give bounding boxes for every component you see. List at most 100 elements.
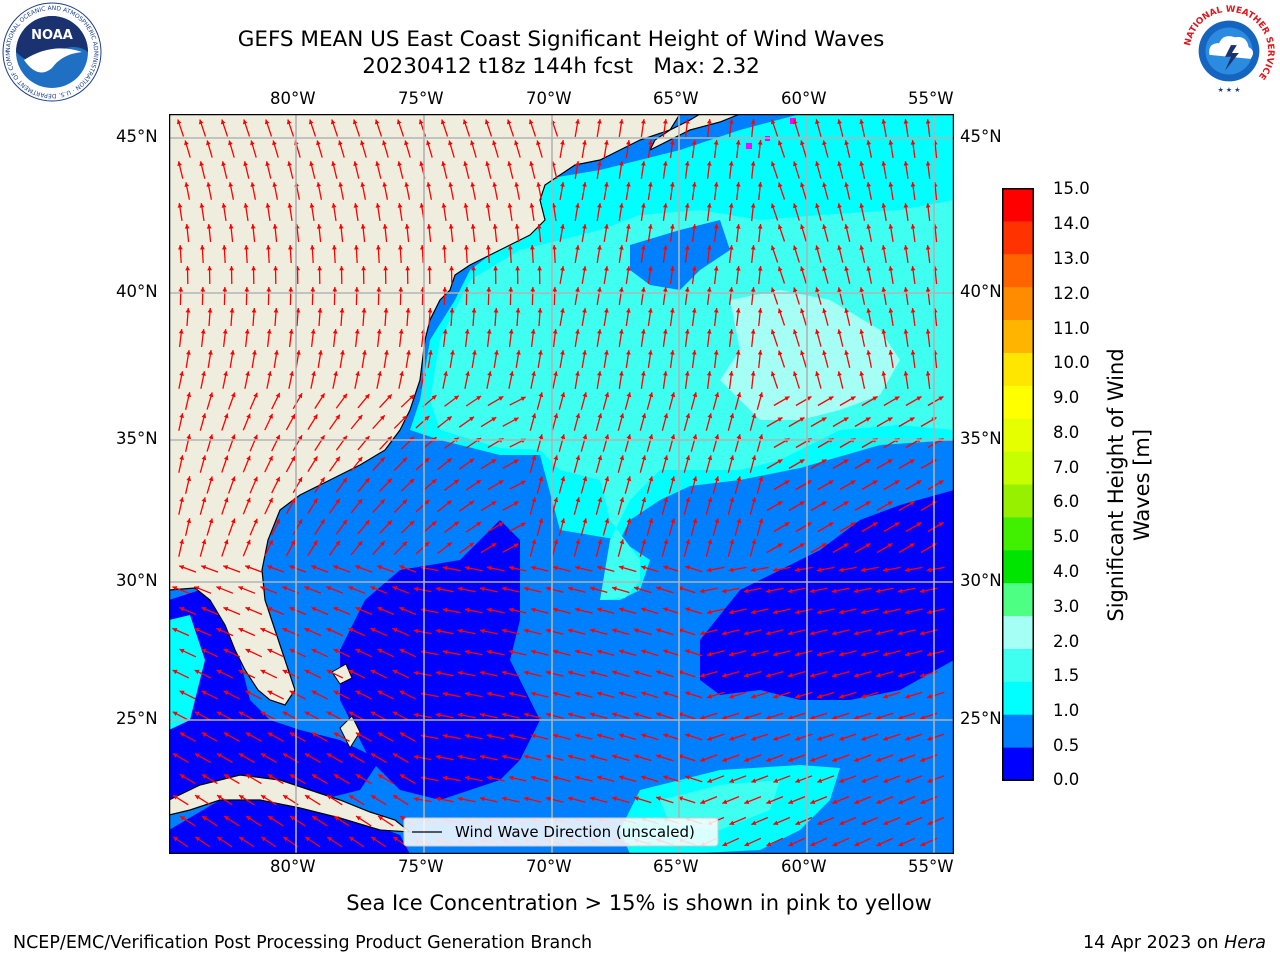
wave-direction-arrowhead — [507, 161, 512, 167]
wave-direction-arrowhead — [523, 670, 529, 676]
wave-direction-arrowhead — [700, 715, 705, 720]
wave-direction-arrowhead — [177, 203, 183, 208]
wave-direction-arrowhead — [457, 586, 463, 592]
wave-direction-arrowhead — [707, 651, 712, 657]
wave-direction-arrowhead — [735, 224, 741, 229]
wave-direction-arrowhead — [545, 586, 551, 592]
wave-direction-arrowhead — [685, 649, 690, 654]
colorbar-segment — [1002, 615, 1034, 649]
wave-direction-arrowhead — [380, 457, 385, 463]
wave-direction-arrowhead — [267, 648, 273, 654]
wave-direction-arrowhead — [514, 182, 520, 187]
wave-direction-arrowhead — [744, 715, 749, 720]
wave-direction-arrowhead — [787, 588, 793, 594]
wave-direction-arrowhead — [854, 841, 860, 847]
wave-direction-arrowhead — [648, 434, 654, 440]
wave-direction-arrowhead — [560, 392, 566, 398]
wave-direction-arrowhead — [685, 691, 690, 696]
wave-direction-arrowhead — [357, 541, 363, 546]
wave-direction-arrowhead — [200, 329, 206, 334]
wave-direction-arrowhead — [311, 732, 317, 737]
colorbar-segment — [1002, 319, 1034, 353]
wave-direction-arrowhead — [409, 478, 415, 484]
wave-direction-arrowhead — [619, 413, 625, 419]
wave-direction-arrowhead — [920, 672, 925, 678]
noaa-logo-text: NOAA — [31, 28, 73, 43]
wave-direction-arrowhead — [656, 586, 661, 591]
wave-direction-arrowhead — [714, 476, 720, 482]
wave-direction-arrowhead — [424, 416, 430, 421]
wave-direction-arrowhead — [267, 565, 273, 570]
wave-direction-arrowhead — [751, 413, 757, 419]
wave-direction-arrowhead — [750, 329, 756, 334]
wave-direction-arrowhead — [332, 287, 338, 292]
wave-direction-arrowhead — [887, 459, 893, 464]
wave-direction-arrowhead — [684, 203, 690, 208]
wave-direction-arrowhead — [894, 480, 900, 485]
wave-direction-arrowhead — [883, 651, 888, 657]
wave-direction-arrowhead — [590, 754, 595, 760]
wave-direction-arrowhead — [927, 651, 932, 657]
wave-direction-arrowhead — [898, 841, 904, 847]
wave-direction-arrowhead — [516, 350, 521, 355]
wave-direction-arrowhead — [800, 182, 805, 188]
wave-direction-arrowhead — [453, 395, 459, 401]
wave-direction-arrowhead — [839, 820, 845, 825]
cbar-tick-2: 2.0 — [1053, 632, 1080, 651]
wave-direction-arrowhead — [575, 161, 580, 166]
wave-direction-arrowhead — [463, 203, 469, 208]
lat-label-25n-left: 25°N — [116, 709, 158, 728]
wave-direction-arrowhead — [619, 287, 624, 292]
wave-direction-arrowhead — [310, 287, 316, 292]
wave-direction-arrowhead — [744, 799, 750, 804]
wave-direction-arrowhead — [287, 161, 292, 167]
wave-direction-arrowhead — [333, 565, 339, 570]
wave-direction-arrowhead — [770, 161, 776, 167]
wave-direction-arrowhead — [714, 518, 720, 524]
wave-direction-arrowhead — [860, 567, 866, 573]
wave-direction-arrowhead — [728, 161, 734, 166]
wave-direction-arrowhead — [619, 691, 624, 696]
wave-direction-arrowhead — [335, 540, 340, 546]
wave-direction-arrowhead — [788, 715, 793, 720]
wave-direction-arrowhead — [641, 329, 646, 334]
map-title: GEFS MEAN US East Coast Significant Heig… — [237, 27, 885, 52]
colorbar-segment — [1002, 582, 1034, 617]
wave-direction-arrowhead — [816, 567, 822, 573]
wave-direction-arrowhead — [859, 287, 865, 292]
wave-direction-arrowhead — [476, 480, 482, 485]
wave-direction-arrowhead — [283, 837, 289, 842]
wave-direction-arrowhead — [297, 477, 303, 483]
wave-direction-arrowhead — [648, 182, 653, 187]
wave-direction-arrowhead — [905, 651, 910, 657]
wave-direction-arrowhead — [377, 648, 383, 654]
lat-label-45n-right: 45°N — [960, 127, 1002, 146]
wave-direction-arrowhead — [699, 588, 705, 594]
wave-direction-arrowhead — [296, 350, 301, 355]
wave-direction-arrowhead — [228, 182, 234, 187]
wave-direction-arrowhead — [641, 161, 646, 166]
wave-direction-arrowhead — [927, 820, 933, 825]
wave-direction-arrowhead — [721, 630, 727, 636]
wave-direction-arrowhead — [426, 224, 432, 229]
wave-direction-arrowhead — [431, 479, 437, 484]
wave-direction-arrowhead — [582, 140, 587, 145]
wave-direction-arrowhead — [340, 350, 345, 355]
wave-direction-arrowhead — [305, 837, 311, 842]
wave-direction-arrowhead — [641, 691, 646, 696]
wave-direction-arrowhead — [919, 588, 925, 594]
wave-direction-arrowhead — [641, 413, 647, 419]
wave-direction-arrowhead — [634, 586, 639, 591]
wave-direction-arrowhead — [626, 224, 631, 229]
wave-direction-arrowhead — [440, 119, 446, 125]
wave-direction-arrowhead — [905, 778, 911, 783]
wave-direction-arrowhead — [513, 459, 519, 464]
wave-direction-arrowhead — [612, 712, 617, 717]
wave-direction-arrowhead — [909, 459, 915, 464]
wave-direction-arrowhead — [903, 245, 909, 250]
wave-direction-arrowhead — [538, 350, 543, 355]
wave-direction-arrowhead — [882, 609, 888, 615]
wave-direction-arrowhead — [938, 480, 944, 485]
wave-direction-arrowhead — [810, 757, 816, 762]
wave-direction-arrowhead — [397, 161, 402, 167]
